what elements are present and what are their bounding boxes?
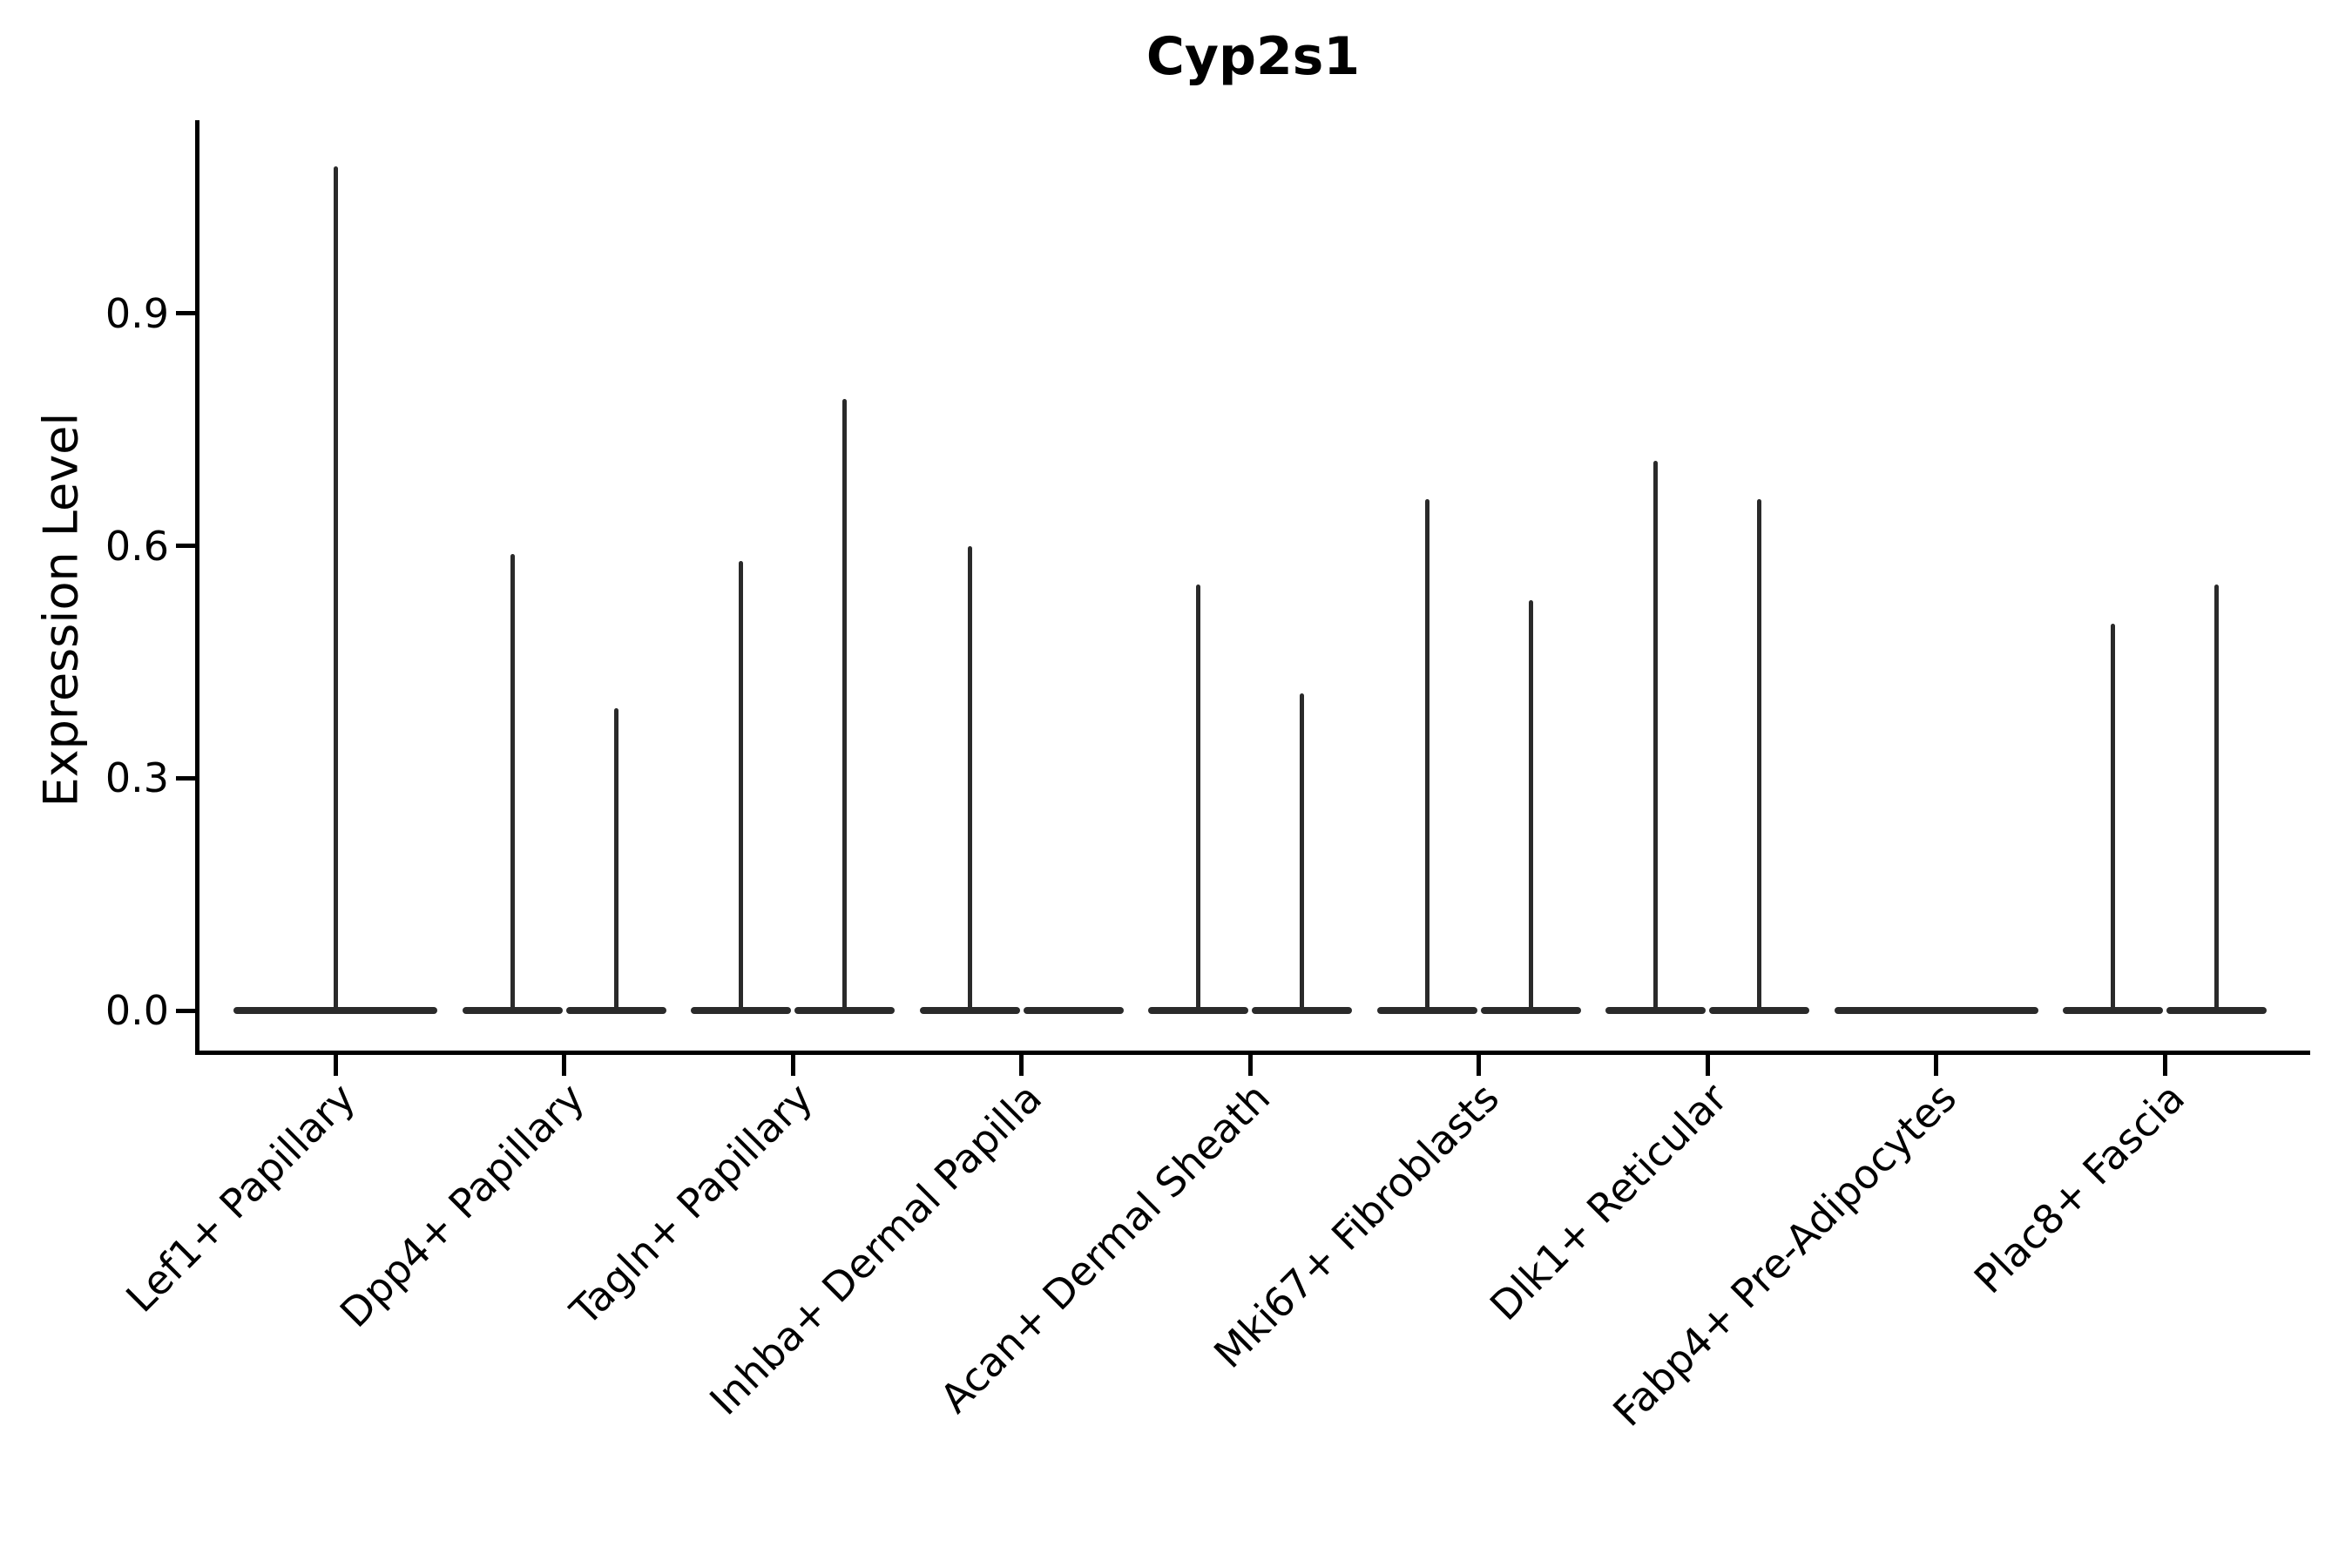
y-axis-spine	[195, 120, 199, 1055]
violin-spike	[842, 398, 847, 1012]
x-tick-mark	[2162, 1055, 2167, 1076]
x-tick-mark	[1019, 1055, 1024, 1076]
violin-spike	[1528, 599, 1533, 1012]
violin-base	[1834, 1007, 2038, 1014]
x-tick-mark	[1934, 1055, 1938, 1076]
violin-spike	[510, 553, 515, 1012]
y-tick-mark	[176, 775, 195, 781]
y-tick-label: 0.9	[105, 289, 169, 337]
violin-spike	[2111, 623, 2115, 1012]
x-tick-mark	[333, 1055, 338, 1076]
x-axis-spine	[195, 1051, 2310, 1055]
y-tick-mark	[176, 1008, 195, 1013]
x-tick-mark	[1477, 1055, 1481, 1076]
y-tick-label: 0.6	[105, 522, 169, 570]
y-tick-label: 0.3	[105, 754, 169, 802]
y-tick-label: 0.0	[105, 987, 169, 1034]
violin-spike	[1196, 585, 1200, 1012]
x-tick-mark	[562, 1055, 566, 1076]
violin-spike	[1424, 499, 1429, 1012]
violin-spike	[1757, 499, 1761, 1012]
violin-spike	[1653, 460, 1658, 1012]
y-axis-label: Expression Level	[33, 412, 89, 808]
violin-spike	[1300, 693, 1304, 1012]
violin-spike	[2214, 585, 2219, 1012]
violin-spike	[613, 708, 618, 1012]
x-category-label: Lef1+ Papillary	[117, 1073, 365, 1321]
chart-title: Cyp2s1	[1146, 26, 1361, 87]
x-tick-mark	[790, 1055, 795, 1076]
y-tick-mark	[176, 544, 195, 549]
x-category-label: Dpp4+ Papillary	[330, 1073, 593, 1337]
x-tick-mark	[1705, 1055, 1710, 1076]
y-tick-mark	[176, 311, 195, 316]
x-category-label: Tagln+ Papillary	[561, 1073, 822, 1335]
violin-base	[1023, 1007, 1124, 1014]
x-category-label: Dlk1+ Reticular	[1480, 1073, 1737, 1330]
violin-spike	[333, 166, 338, 1012]
x-category-label: Plac8+ Fascia	[1964, 1073, 2194, 1303]
violin-spike	[739, 561, 743, 1012]
x-tick-mark	[1247, 1055, 1253, 1076]
violin-spike	[967, 545, 972, 1012]
